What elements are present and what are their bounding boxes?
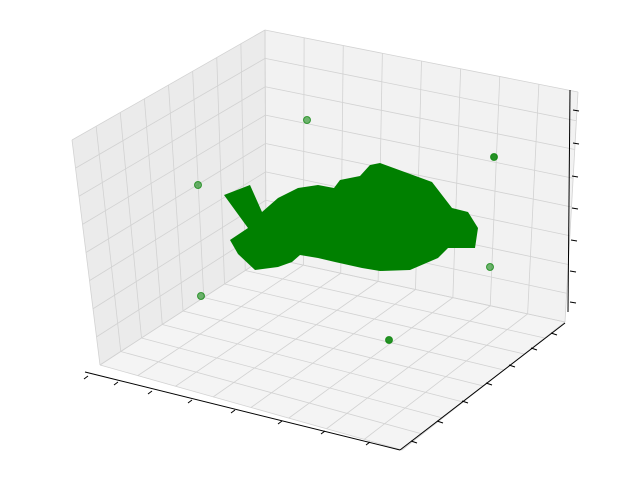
data-point-p5 bbox=[487, 264, 494, 271]
x-tick bbox=[278, 421, 282, 424]
x-tick bbox=[188, 400, 192, 403]
x-tick bbox=[321, 431, 325, 434]
z-tick bbox=[570, 302, 576, 303]
z-tick bbox=[570, 271, 576, 272]
z-tick bbox=[571, 240, 577, 241]
axes-3d bbox=[72, 30, 579, 450]
y-tick bbox=[551, 333, 557, 335]
x-tick bbox=[84, 376, 88, 379]
data-point-p2 bbox=[195, 182, 202, 189]
data-point-p6 bbox=[386, 337, 393, 344]
data-point-p4 bbox=[198, 293, 205, 300]
x-tick bbox=[148, 391, 152, 394]
data-point-p1 bbox=[304, 117, 311, 124]
x-tick bbox=[114, 382, 118, 385]
y-tick bbox=[486, 383, 492, 385]
data-point-p3 bbox=[491, 154, 498, 161]
x-tick bbox=[231, 410, 235, 413]
z-tick bbox=[572, 208, 578, 209]
